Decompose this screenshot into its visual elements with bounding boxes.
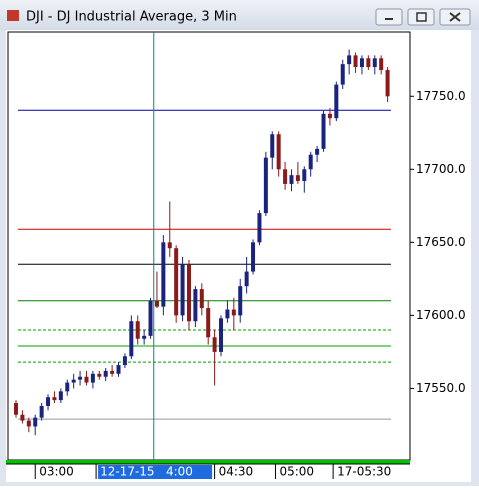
candle-body [174,248,179,316]
candle-body [334,84,339,119]
candle-body [39,405,44,418]
y-tick-label: 17700.0 [416,162,466,176]
candle-body [289,175,294,184]
candle-body [199,289,204,309]
x-tick-label: 03:00 [39,465,74,479]
candle-body [122,356,127,366]
candle-body [20,414,25,421]
candle-body [110,370,115,374]
x-tick-highlight [98,465,213,479]
candle-body [283,169,288,184]
window-buttons [375,8,471,26]
candle-body [353,55,358,68]
candle-body [142,335,147,339]
close-icon [449,12,461,22]
candle-body [347,55,352,65]
candle-body [148,300,153,336]
candle-body [385,69,390,97]
x-tick-label: 04:30 [219,465,254,479]
y-tick-label: 17550.0 [416,381,466,395]
candle-body [372,58,377,68]
candle-body [52,397,57,401]
candle-body [251,242,256,272]
candle-body [84,376,89,383]
candle-body [308,154,313,170]
candle-body [340,64,345,85]
candle-body [193,289,198,322]
candle-body [225,309,230,319]
candle-body [167,242,172,249]
candle-body [263,157,268,214]
candle-body [116,365,121,374]
y-tick-label: 17600.0 [416,308,466,322]
candle-body [366,58,371,68]
window-title: DJI - DJ Industrial Average, 3 Min [26,10,237,25]
minimize-button[interactable] [375,8,403,26]
candle-body [26,420,31,427]
candle-body [180,264,185,316]
app-icon [7,10,19,21]
candle-body [231,309,236,316]
candle-body [295,175,300,181]
candle-body [161,242,166,307]
candle-body [219,318,224,352]
candle-body [206,308,211,338]
candle-body [276,134,281,170]
candle-body [78,376,83,380]
candle-body [257,213,262,243]
candle-body [46,397,51,406]
candle-body [90,373,95,383]
candle-body [244,271,249,287]
x-tick-label: 12-17-15 4:00 [100,465,193,479]
maximize-icon [416,12,427,22]
time-strip [6,460,410,464]
candle-body [154,300,159,307]
candle-body [186,264,191,322]
candle-body [315,148,320,155]
candle-body [212,337,217,352]
candle-body [65,382,70,392]
x-tick-label: 05:00 [279,465,314,479]
candle-body [103,370,108,377]
plot-frame [7,31,411,461]
maximize-button[interactable] [407,8,435,26]
candle-body [14,403,19,415]
candle-body [321,113,326,149]
candle-body [129,321,134,357]
candle-body [58,391,63,401]
x-tick-label: 17-05:30 [337,465,391,479]
candle-body [71,379,76,383]
candle-body [238,286,243,316]
candle-body [97,373,102,377]
candle-body [270,134,275,158]
candle-body [327,113,332,119]
y-tick-label: 17650.0 [416,235,466,249]
candle-body [135,321,140,339]
candle-body [379,58,384,70]
candle-body [33,417,38,427]
candle-body [302,169,307,181]
y-tick-label: 17750.0 [416,89,466,103]
candle-body [359,58,364,68]
